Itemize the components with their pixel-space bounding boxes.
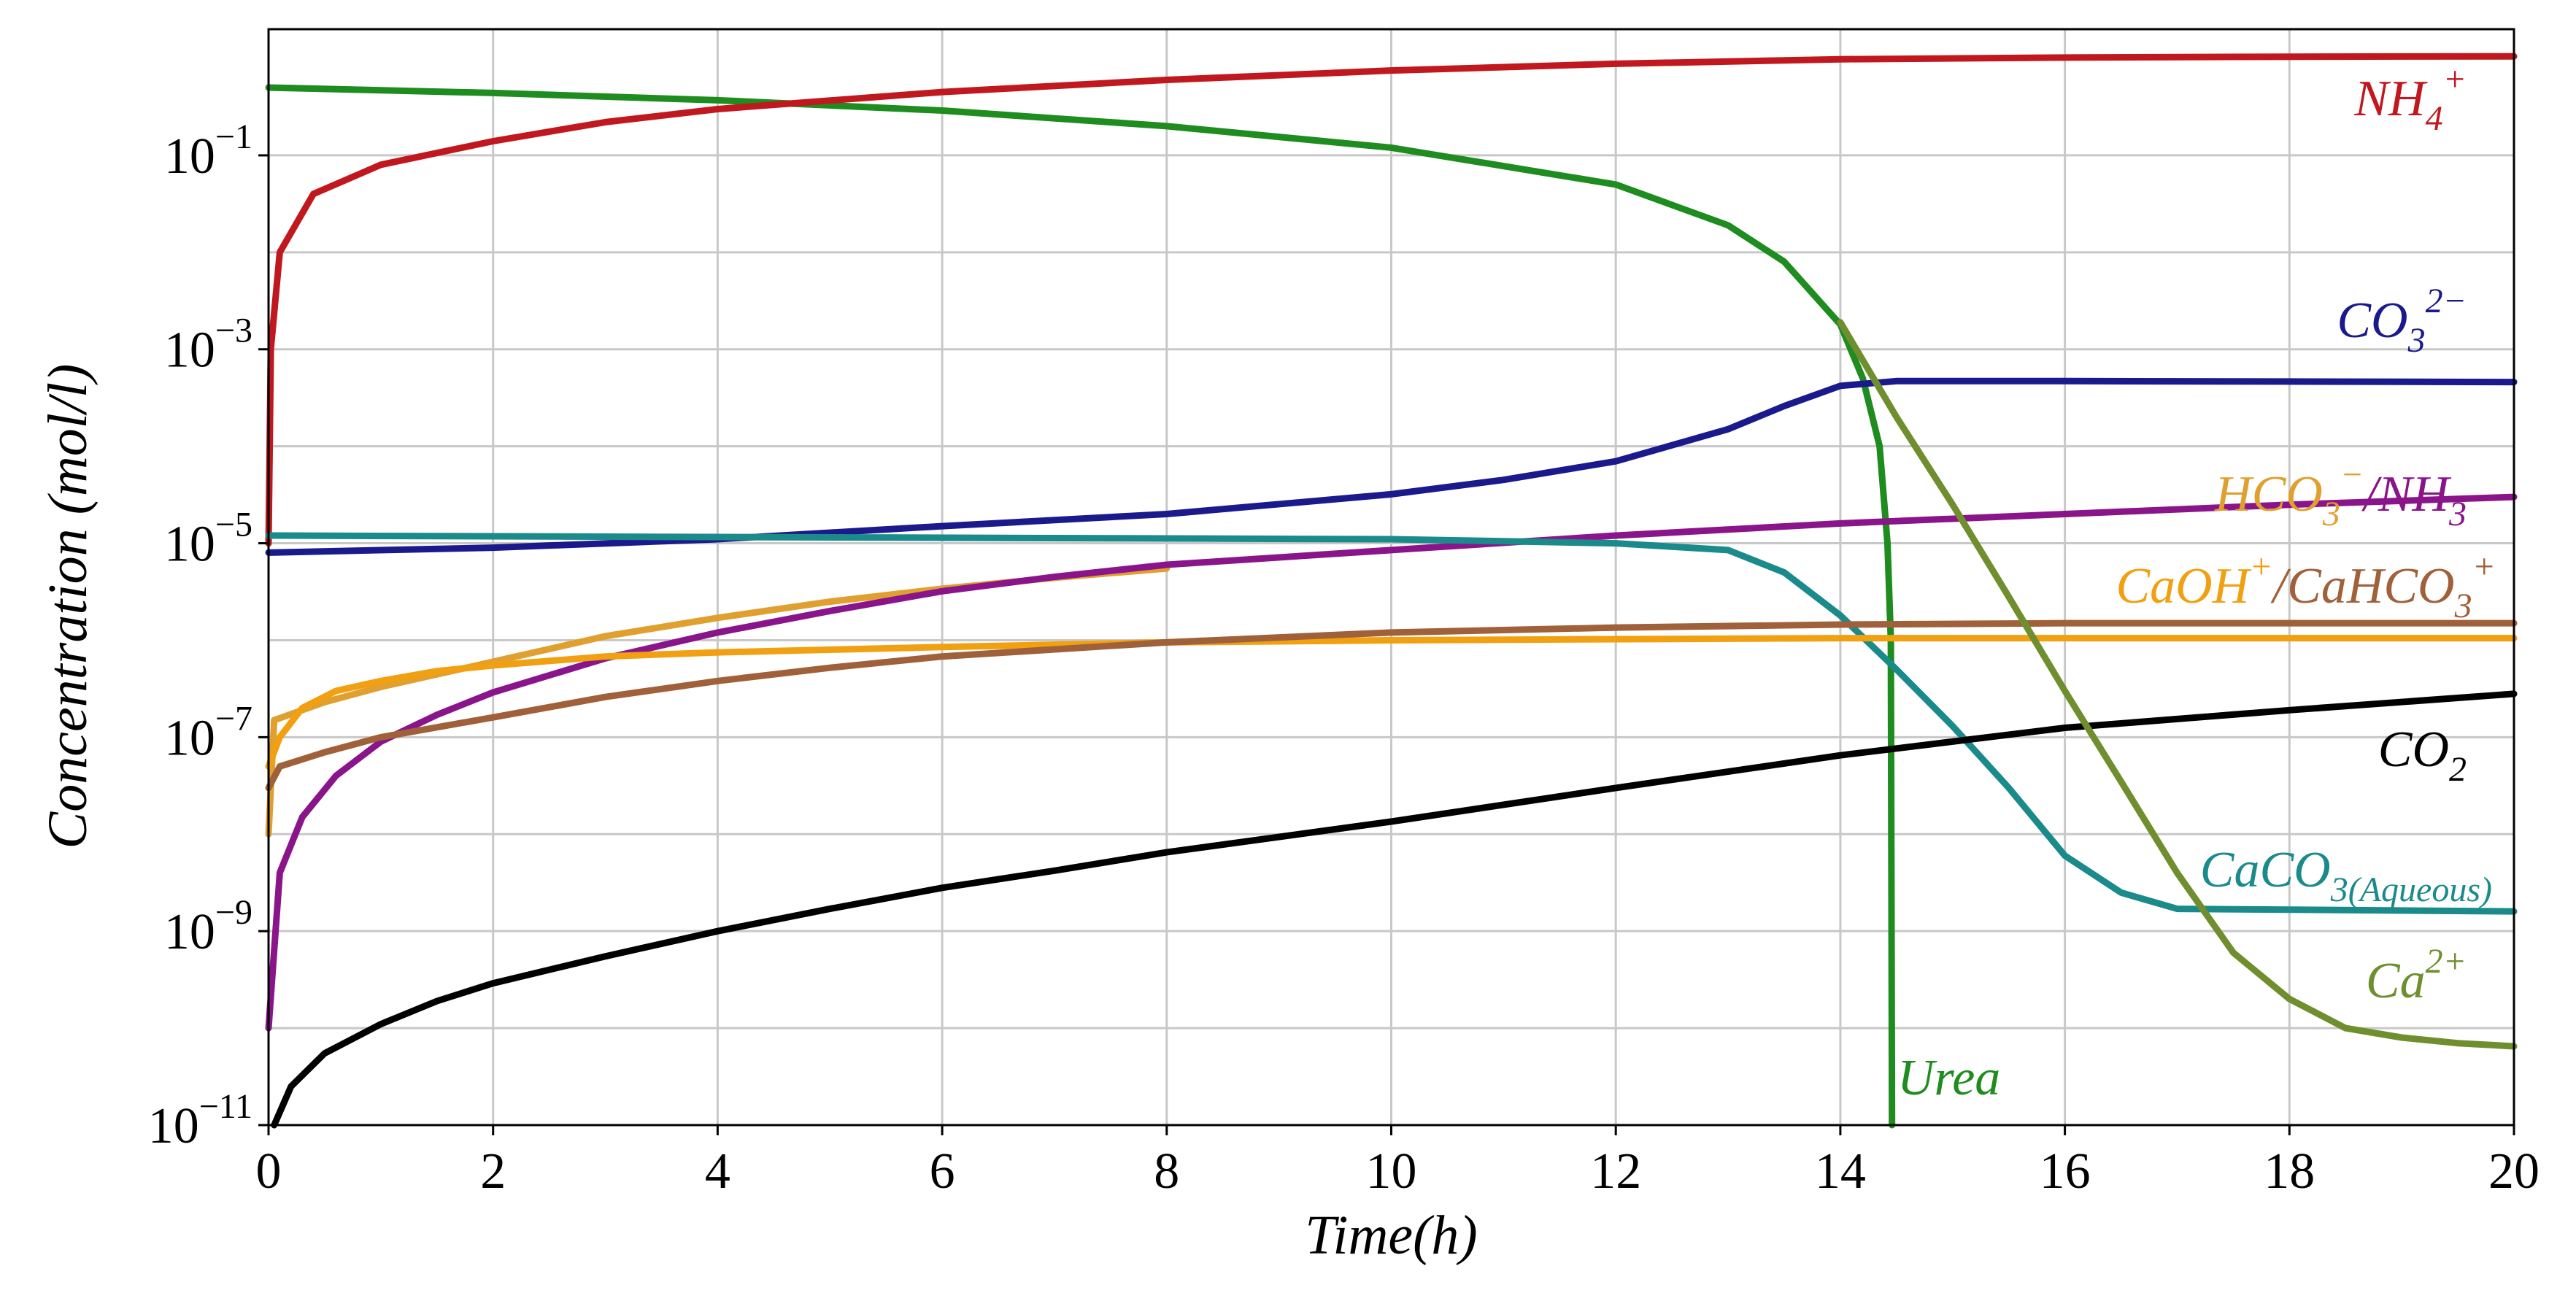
series-label-co3: CO32−	[2337, 282, 2467, 360]
x-tick-label: 20	[2488, 1143, 2540, 1200]
x-tick-label: 18	[2264, 1143, 2315, 1200]
series-line-ca2-	[1837, 319, 2518, 1050]
series-line-co2	[271, 690, 2518, 1129]
x-tick-label: 4	[705, 1143, 730, 1200]
grid	[269, 29, 2514, 1125]
series-label-caoh: CaOH+/CaHCO3+	[2116, 547, 2496, 625]
y-tick-label: 10−1	[164, 117, 252, 185]
x-tick-label: 2	[480, 1143, 506, 1200]
series-label-hco3nh3: HCO3−/NH3	[2214, 455, 2467, 533]
series-label-nh4: NH4+	[2353, 60, 2467, 138]
series-line-nh3	[265, 493, 2518, 1032]
x-tick-label: 10	[1366, 1143, 1417, 1200]
y-axis-title: Concentration (mol/l)	[37, 364, 99, 849]
y-tick-label: 10−5	[164, 506, 252, 573]
y-tick-label: 10−3	[164, 312, 252, 379]
y-tick-label: 10−11	[148, 1087, 252, 1154]
x-tick-label: 16	[2040, 1143, 2091, 1200]
y-axis-ticks: 10−1 10−3 10−5 10−7 10−9 10−11	[148, 117, 269, 1154]
series-line-caoh-	[265, 635, 2518, 770]
x-tick-label: 6	[930, 1143, 955, 1200]
series-label-ca: Ca2+	[2366, 942, 2467, 1009]
x-tick-label: 8	[1154, 1143, 1179, 1200]
series-label-urea: Urea	[1897, 1050, 2000, 1106]
series-line-caco3-aqueous-	[265, 532, 2518, 915]
x-tick-label: 0	[256, 1143, 282, 1200]
series-label-co2: CO2	[2378, 722, 2467, 789]
x-tick-label: 14	[1815, 1143, 1866, 1200]
series-layer	[265, 53, 2518, 1129]
x-axis-ticks: 0 2 4 6 8 10 12 14 16 18 20	[256, 1125, 2540, 1200]
y-tick-label: 10−7	[164, 699, 252, 766]
series-line-cahco3-	[265, 619, 2518, 792]
series-labels: NH4+ CO32− HCO3−/NH3 CaOH+/CaHCO3+ CO2 CaCO3(…	[1897, 60, 2496, 1106]
x-tick-label: 12	[1590, 1143, 1641, 1200]
x-axis-title: Time(h)	[1305, 1205, 1477, 1266]
series-label-caco3: CaCO3(Aqueous)	[2200, 842, 2492, 909]
series-line-nh4-	[265, 53, 2518, 547]
y-tick-label: 10−9	[164, 893, 252, 960]
series-line-urea	[265, 84, 1896, 1129]
